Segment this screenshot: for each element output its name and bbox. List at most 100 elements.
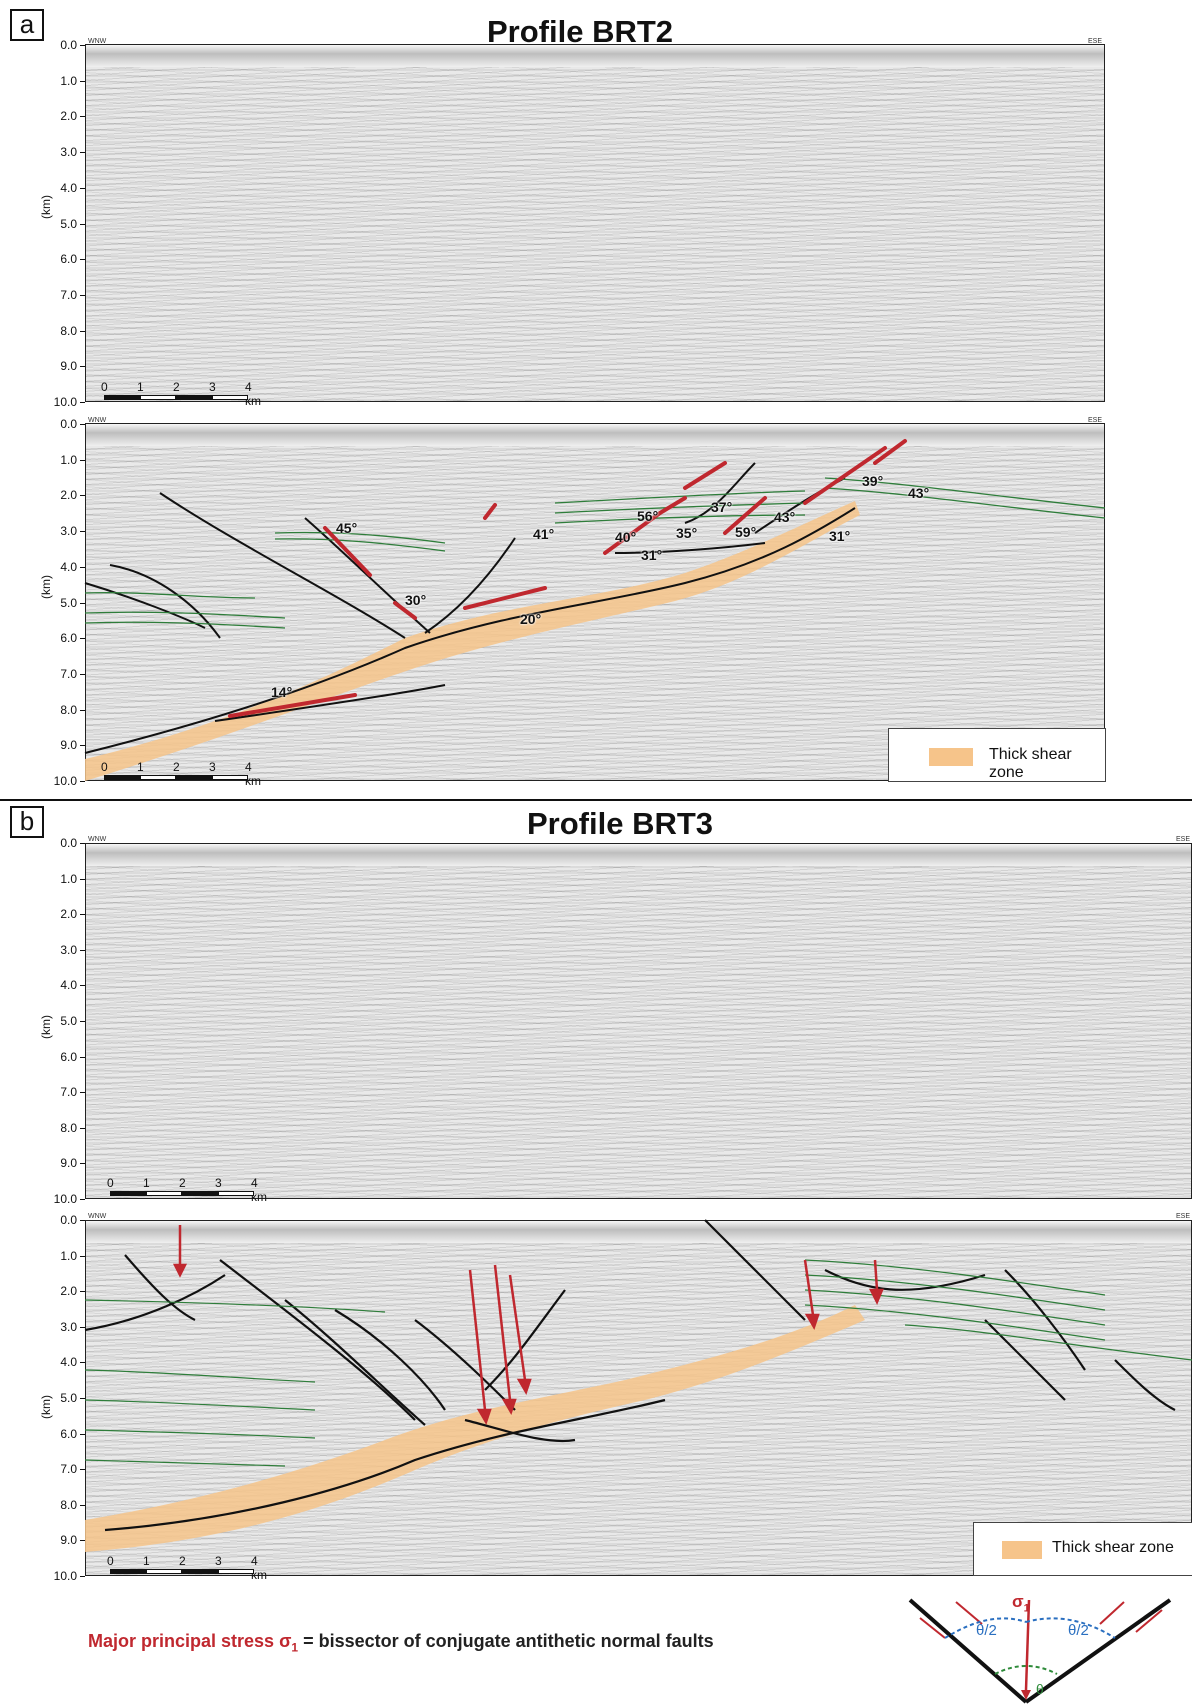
scalebar-label: 2 bbox=[173, 380, 180, 394]
sigma1-arrow bbox=[1024, 1599, 1031, 1691]
depth-tick-label: 8.0 bbox=[60, 702, 77, 717]
depth-tick-mark bbox=[80, 1469, 85, 1471]
scalebar-label: 3 bbox=[215, 1176, 222, 1190]
horizon-green bbox=[84, 1429, 316, 1439]
depth-tick-label: 3.0 bbox=[60, 145, 77, 160]
scalebar-label: 0 bbox=[101, 760, 108, 774]
horizon-green bbox=[554, 514, 806, 524]
depth-tick-mark bbox=[80, 1362, 85, 1364]
horizon-green bbox=[84, 611, 286, 619]
fault-segment-red bbox=[723, 496, 767, 535]
stress-arrow bbox=[803, 1259, 815, 1316]
depth-tick-mark bbox=[80, 1433, 85, 1435]
depth-tick-label: 4.0 bbox=[60, 978, 77, 993]
depth-tick-label: 8.0 bbox=[60, 1120, 77, 1135]
stress-arrow-head bbox=[804, 1313, 820, 1331]
depth-tick-mark bbox=[80, 673, 85, 675]
depth-tick-label: 1.0 bbox=[60, 73, 77, 88]
depth-tick-mark bbox=[80, 1199, 85, 1200]
fault-segment-red bbox=[683, 461, 727, 490]
axis-unit-a1: (km) bbox=[39, 195, 53, 219]
fault-black bbox=[1004, 1269, 1086, 1371]
caption-rest: = bissector of conjugate antithetic norm… bbox=[298, 1631, 714, 1651]
sigma1-arrow-head bbox=[1021, 1690, 1031, 1700]
sigma-subscript: 1 bbox=[1023, 1602, 1030, 1615]
panel-divider bbox=[0, 799, 1192, 801]
depth-tick-mark bbox=[80, 709, 85, 711]
half-angle-left: θ/2 bbox=[976, 1622, 997, 1639]
depth-tick-mark bbox=[80, 424, 85, 425]
fault-black bbox=[334, 1309, 446, 1411]
fault-angle-label: 35° bbox=[676, 525, 698, 541]
depth-tick-label: 7.0 bbox=[60, 1462, 77, 1477]
scalebar-label: 3 bbox=[215, 1554, 222, 1568]
fault-segment-red bbox=[323, 526, 372, 577]
slip-arrow bbox=[1099, 1601, 1125, 1625]
panel-label-a: a bbox=[10, 9, 44, 41]
fault-black bbox=[984, 1319, 1066, 1401]
depth-tick-mark bbox=[80, 1092, 85, 1094]
scalebar-label: 0 bbox=[101, 380, 108, 394]
sigma-symbol: σ bbox=[1012, 1592, 1024, 1611]
stress-arrow bbox=[508, 1274, 527, 1381]
depth-tick-mark bbox=[80, 1326, 85, 1328]
fault-angle-label: 40° bbox=[615, 529, 637, 545]
scalebar-label: 3 bbox=[209, 760, 216, 774]
depth-tick-label: 5.0 bbox=[60, 595, 77, 610]
depth-tick-mark bbox=[80, 914, 85, 916]
depth-tick-label: 2.0 bbox=[60, 1284, 77, 1299]
depth-tick-label: 6.0 bbox=[60, 252, 77, 267]
depth-tick-mark bbox=[80, 878, 85, 880]
fault-black bbox=[484, 1289, 566, 1391]
direction-right: ESE bbox=[1088, 38, 1103, 45]
seismic-section-b1 bbox=[85, 843, 1192, 1199]
horizon-green bbox=[824, 477, 1106, 509]
depth-tick-label: 8.0 bbox=[60, 1497, 77, 1512]
scalebar-b2: 0 1 2 3 4 km bbox=[107, 1554, 270, 1582]
fault-black bbox=[159, 492, 406, 639]
fault-black bbox=[219, 1259, 416, 1421]
fault-angle-label: 20° bbox=[520, 611, 542, 627]
horizon-green bbox=[84, 1459, 286, 1467]
sigma1-label: σ1 bbox=[1012, 1592, 1030, 1614]
fault-black bbox=[464, 1418, 576, 1442]
scalebar-segment bbox=[176, 775, 212, 780]
direction-right: ESE bbox=[1176, 836, 1191, 843]
fault-left bbox=[908, 1598, 1028, 1704]
fault-angle-label: 43° bbox=[908, 485, 930, 501]
depth-tick-mark bbox=[80, 566, 85, 568]
depth-tick-mark bbox=[80, 1291, 85, 1293]
panel-label-b: b bbox=[10, 806, 44, 838]
stress-arrow-head bbox=[476, 1408, 492, 1426]
fault-black bbox=[424, 537, 516, 634]
fault-segment-red bbox=[393, 601, 417, 620]
scalebar-segment bbox=[140, 395, 176, 400]
slip-arrow bbox=[919, 1617, 946, 1639]
depth-tick-mark bbox=[80, 1220, 85, 1221]
fault-black bbox=[84, 507, 856, 754]
fault-segment-red bbox=[803, 446, 887, 505]
scalebar-segment bbox=[146, 1569, 182, 1574]
horizon-green bbox=[84, 591, 256, 599]
scalebar-label: 4 km bbox=[245, 380, 261, 408]
direction-left: WNW bbox=[88, 417, 107, 424]
angle-arc-right bbox=[1025, 1617, 1116, 1639]
scalebar-segment bbox=[212, 395, 248, 400]
horizon-green bbox=[804, 1304, 1106, 1341]
fault-angle-label: 37° bbox=[711, 499, 733, 515]
depth-tick-mark bbox=[80, 259, 85, 261]
fault-right bbox=[1024, 1598, 1172, 1704]
depth-tick-mark bbox=[80, 1021, 85, 1022]
direction-left: WNW bbox=[88, 1213, 107, 1220]
depth-tick-label: 9.0 bbox=[60, 738, 77, 753]
depth-tick-mark bbox=[80, 1398, 85, 1399]
depth-tick-mark bbox=[80, 294, 85, 296]
conjugate-fault-schematic bbox=[908, 1598, 1172, 1704]
theta-label: θ bbox=[1036, 1681, 1044, 1697]
scalebar-label: 1 bbox=[143, 1176, 150, 1190]
horizon-green bbox=[804, 1289, 1106, 1326]
stress-arrow bbox=[493, 1264, 512, 1401]
horizon-green bbox=[84, 1369, 316, 1383]
depth-tick-mark bbox=[80, 152, 85, 154]
fault-angle-label: 41° bbox=[533, 526, 555, 542]
